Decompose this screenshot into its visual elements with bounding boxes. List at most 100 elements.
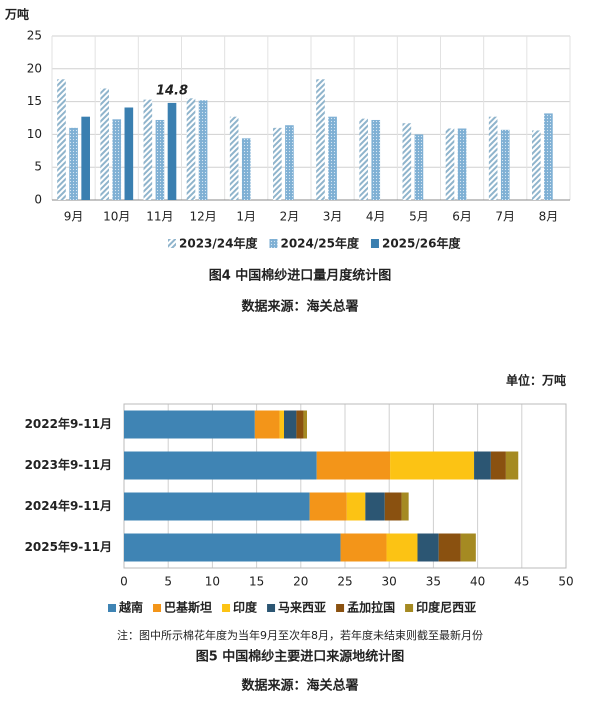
bar (57, 79, 66, 200)
legend-label: 2025/26年度 (382, 236, 461, 251)
value-label: 14.8 (156, 83, 188, 98)
x-tick-label: 45 (514, 575, 529, 589)
caption: 图4 中国棉纱进口量月度统计图 (209, 268, 392, 284)
x-tick-label: 11月 (146, 210, 173, 224)
unit-label: 单位：万吨 (506, 373, 566, 388)
bar (186, 98, 196, 200)
legend-label: 印度尼西亚 (416, 600, 476, 615)
legend-swatch (336, 604, 345, 612)
y-tick-label: 25 (27, 29, 42, 43)
x-tick-label: 10 (205, 575, 220, 589)
bar-segment (474, 451, 491, 480)
source: 数据来源：海关总署 (241, 299, 358, 315)
bar-segment (390, 451, 475, 480)
source: 数据来源：海关总署 (241, 678, 358, 694)
y-tick-label: 15 (27, 94, 42, 108)
y-tick-label: 5 (34, 160, 42, 174)
plot-border (123, 403, 567, 569)
bar-segment (460, 533, 476, 562)
legend-swatch (405, 604, 414, 612)
bar-segment (490, 451, 506, 480)
x-tick-label: 2月 (280, 210, 300, 224)
x-tick-label: 5月 (409, 210, 429, 224)
bar (198, 100, 208, 200)
y-tick-label: 2023年9-11月 (25, 457, 112, 472)
x-tick-label: 50 (558, 575, 573, 589)
bar (167, 102, 177, 200)
bar (457, 128, 467, 200)
bar (328, 116, 337, 200)
x-tick-label: 15 (249, 575, 264, 589)
legend-label: 马来西亚 (278, 600, 326, 615)
x-tick-label: 8月 (539, 210, 559, 224)
bar (402, 123, 412, 200)
bar (488, 116, 498, 200)
bar (316, 79, 325, 200)
x-tick-label: 10月 (103, 210, 130, 224)
bar (143, 99, 153, 200)
bar (124, 107, 134, 200)
bar (544, 113, 553, 200)
bar-segment (124, 533, 341, 562)
legend-swatch (153, 604, 162, 612)
legend-label: 越南 (118, 600, 143, 615)
bar-segment (124, 410, 255, 439)
y-tick-label: 0 (34, 193, 42, 207)
caption: 图5 中国棉纱主要进口来源地统计图 (196, 649, 405, 665)
bar (155, 119, 165, 200)
legend-swatch (370, 239, 379, 248)
y-tick-label: 2022年9-11月 (25, 416, 112, 431)
x-tick-label: 9月 (64, 210, 84, 224)
bar-segment (124, 492, 310, 521)
legend-swatch (269, 239, 278, 248)
bar (241, 138, 251, 200)
bar (81, 116, 90, 200)
bar (69, 127, 78, 200)
bar (371, 119, 381, 200)
legend-label: 2023/24年度 (179, 236, 258, 251)
bar-segment (124, 451, 317, 480)
bar-segment (303, 410, 307, 439)
legend-label: 2024/25年度 (280, 236, 359, 251)
x-tick-label: 20 (293, 575, 308, 589)
legend-swatch (222, 604, 231, 612)
note: 注：图中所示棉花年度为当年9月至次年8月，若年度未结束则截至最新月份 (117, 628, 483, 642)
bar (100, 88, 109, 200)
x-tick-label: 1月 (236, 210, 256, 224)
bar-segment (401, 492, 409, 521)
bar (500, 129, 510, 200)
legend-swatch (108, 604, 116, 612)
bar-segment (384, 492, 402, 521)
legend-label: 印度 (233, 600, 258, 615)
x-tick-label: 30 (382, 575, 397, 589)
x-tick-label: 0 (120, 575, 128, 589)
bar (273, 127, 282, 200)
x-tick-label: 12月 (189, 210, 216, 224)
y-tick-label: 2024年9-11月 (25, 498, 112, 513)
x-tick-label: 40 (470, 575, 485, 589)
bar-segment (296, 410, 304, 439)
bar (285, 125, 294, 200)
bar (359, 118, 368, 200)
y-axis-label: 万吨 (4, 7, 29, 22)
bar-segment (340, 533, 387, 562)
bar (445, 128, 455, 200)
bar-segment (386, 533, 418, 562)
bar-segment (438, 533, 461, 562)
bar-segment (417, 533, 439, 562)
x-tick-label: 35 (426, 575, 441, 589)
bar-segment (284, 410, 297, 439)
bar (112, 119, 122, 200)
bar-segment (346, 492, 366, 521)
legend-swatch (168, 239, 176, 248)
x-tick-label: 25 (337, 575, 352, 589)
legend-label: 巴基斯坦 (164, 600, 212, 615)
bar-segment (316, 451, 391, 480)
bar-segment (279, 410, 285, 439)
bar-segment (505, 451, 519, 480)
legend-label: 孟加拉国 (347, 600, 395, 615)
y-tick-label: 2025年9-11月 (25, 539, 112, 554)
bar-segment (309, 492, 347, 521)
legend-swatch (267, 604, 276, 612)
